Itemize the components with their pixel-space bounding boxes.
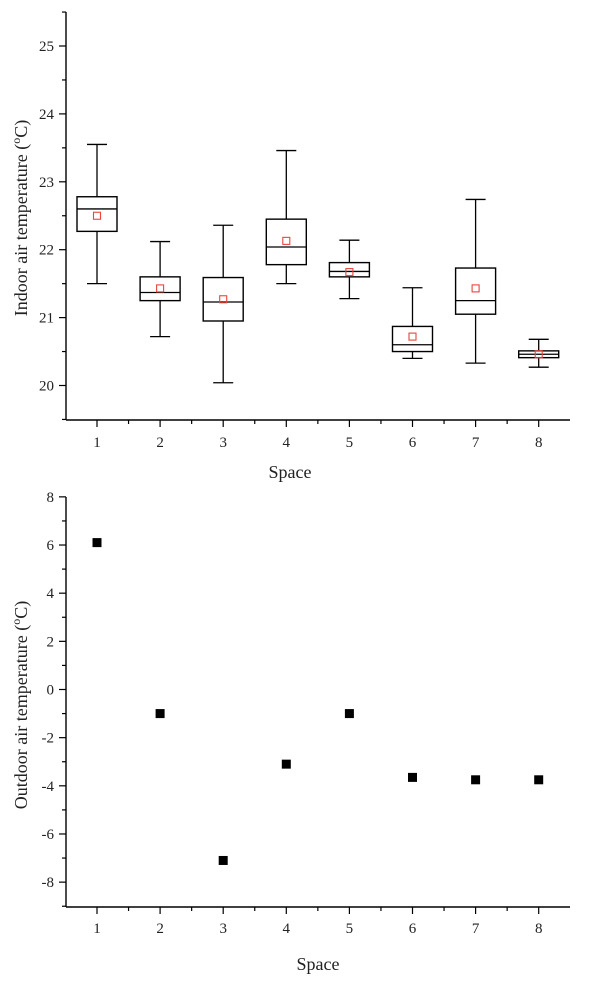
iqr-box bbox=[328, 261, 371, 278]
x-axis-title: Space bbox=[297, 954, 340, 974]
mean-marker bbox=[282, 236, 291, 245]
y-tick-label: 22 bbox=[39, 243, 54, 259]
scatter-point bbox=[281, 759, 291, 769]
x-tick-label: 3 bbox=[219, 435, 227, 451]
scatter-point bbox=[408, 772, 417, 782]
scatter-point bbox=[218, 855, 228, 865]
x-tick-label: 4 bbox=[283, 921, 291, 937]
x-tick-label: 1 bbox=[93, 435, 101, 451]
scatter-point bbox=[471, 775, 481, 785]
x-tick-label: 5 bbox=[346, 435, 354, 451]
box-series bbox=[76, 143, 560, 384]
y-tick-label: 8 bbox=[47, 490, 55, 506]
scatter-point bbox=[534, 775, 544, 785]
x-tick-label: 7 bbox=[472, 435, 480, 451]
x-tick-label: 4 bbox=[283, 435, 291, 451]
y-tick-label: 2 bbox=[47, 634, 55, 650]
x-tick-label: 1 bbox=[93, 921, 101, 937]
outdoor-temperature-scatter: -8 -6 -4 -2 0 2 4 6 8 1 2 3 4 5 6 7 8 Space Outdoor air… bbox=[9, 490, 570, 974]
y-tick-label: -2 bbox=[42, 731, 55, 747]
x-tick-label: 8 bbox=[535, 921, 543, 937]
mean-marker bbox=[92, 211, 102, 220]
iqr-box bbox=[454, 267, 497, 315]
x-tick-label: 6 bbox=[409, 921, 417, 937]
y-tick-label: 6 bbox=[47, 538, 55, 554]
y-axis-title: Outdoor air temperature (oC) bbox=[9, 601, 32, 809]
scatter-point bbox=[155, 709, 165, 719]
x-axis-ticks: 1 2 3 4 5 6 7 8 bbox=[93, 907, 542, 937]
scatter-point bbox=[344, 709, 354, 719]
mean-marker bbox=[471, 284, 480, 293]
iqr-box bbox=[76, 196, 118, 233]
x-tick-label: 2 bbox=[156, 435, 164, 451]
y-tick-label: 0 bbox=[47, 683, 55, 699]
x-tick-label: 6 bbox=[409, 435, 417, 451]
y-tick-label: 23 bbox=[39, 175, 54, 191]
y-tick-label: 21 bbox=[39, 311, 54, 327]
mean-marker bbox=[156, 284, 165, 293]
y-tick-label: -6 bbox=[42, 827, 55, 843]
scatter-point bbox=[92, 538, 102, 548]
y-axis-ticks: 20 21 22 23 24 25 bbox=[39, 11, 66, 421]
iqr-box bbox=[265, 218, 307, 266]
mean-marker bbox=[408, 332, 417, 341]
x-tick-label: 5 bbox=[346, 921, 354, 937]
x-tick-label: 3 bbox=[219, 921, 227, 937]
iqr-box bbox=[391, 325, 434, 353]
mean-marker bbox=[534, 350, 543, 359]
x-tick-label: 8 bbox=[535, 435, 543, 451]
y-axis-ticks: -8 -6 -4 -2 0 2 4 6 8 bbox=[42, 490, 66, 907]
y-tick-label: 25 bbox=[39, 39, 54, 55]
x-axis-ticks: 1 2 3 4 5 6 7 8 bbox=[93, 420, 542, 451]
y-tick-label: 20 bbox=[39, 379, 54, 395]
y-tick-label: -4 bbox=[42, 779, 55, 795]
y-tick-label: 4 bbox=[47, 586, 55, 602]
y-tick-label: -8 bbox=[42, 875, 55, 891]
scatter-series bbox=[92, 538, 544, 865]
x-tick-label: 2 bbox=[156, 921, 164, 937]
mean-marker bbox=[219, 295, 228, 304]
mean-marker bbox=[345, 268, 354, 277]
y-tick-label: 24 bbox=[39, 107, 55, 123]
iqr-box bbox=[202, 276, 244, 322]
x-axis-title: Space bbox=[269, 462, 312, 482]
iqr-box bbox=[139, 276, 181, 302]
y-axis-title: Indoor air temperature (oC) bbox=[9, 120, 32, 316]
x-tick-label: 7 bbox=[472, 921, 480, 937]
